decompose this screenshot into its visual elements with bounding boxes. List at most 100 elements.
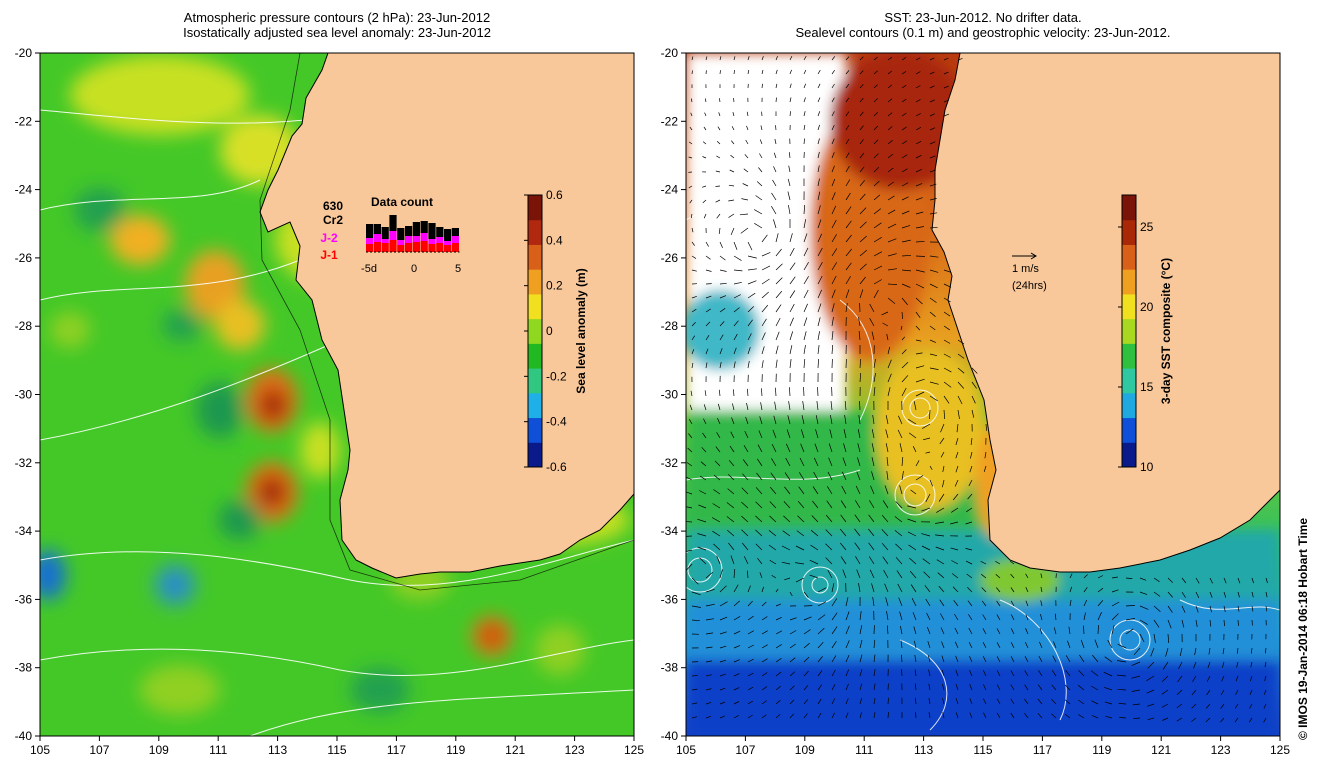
velocity-vector — [1116, 674, 1127, 677]
velocity-vector — [817, 111, 821, 117]
y-tick-label: -24 — [661, 183, 679, 197]
velocity-vector — [747, 241, 753, 251]
velocity-vector — [887, 98, 893, 103]
velocity-vector — [797, 500, 805, 509]
velocity-vector — [828, 443, 833, 453]
velocity-vector — [885, 597, 889, 607]
velocity-vector — [761, 83, 763, 89]
velocity-vector — [969, 655, 973, 663]
velocity-vector — [954, 627, 959, 635]
velocity-vector — [915, 168, 922, 173]
velocity-vector — [704, 98, 707, 103]
velocity-vector — [702, 199, 707, 204]
velocity-vector — [731, 126, 735, 131]
velocity-vector — [845, 712, 849, 719]
velocity-vector — [872, 415, 875, 425]
velocity-vector — [901, 112, 907, 117]
velocity-vector — [831, 69, 835, 75]
velocity-vector — [1181, 591, 1186, 598]
velocity-vector — [1078, 699, 1085, 705]
velocity-vector — [775, 233, 779, 243]
velocity-vector — [747, 255, 757, 259]
dc-bar-j1 — [420, 241, 428, 252]
velocity-vector — [873, 167, 880, 173]
velocity-vector — [789, 303, 795, 313]
velocity-vector — [883, 570, 889, 579]
velocity-vector — [845, 640, 850, 649]
velocity-vector — [1133, 717, 1141, 719]
velocity-vector — [967, 493, 973, 500]
x-tick-label: 117 — [387, 743, 406, 757]
velocity-vector — [845, 248, 852, 257]
velocity-vector — [910, 489, 917, 495]
velocity-vector — [929, 367, 939, 370]
velocity-vector — [1065, 669, 1071, 677]
velocity-vector — [871, 429, 875, 439]
velocity-vector — [761, 332, 766, 341]
dc-bar-j2 — [436, 237, 444, 243]
velocity-vector — [729, 169, 735, 173]
velocity-vector — [915, 154, 922, 159]
velocity-vector — [742, 473, 749, 481]
colorbar-tick-label: 20 — [1140, 300, 1154, 314]
velocity-vector — [983, 698, 987, 705]
velocity-vector — [831, 83, 835, 89]
velocity-vector — [983, 465, 987, 473]
x-tick-label: 123 — [565, 743, 585, 757]
velocity-vector — [717, 126, 721, 131]
australia-land-right — [931, 53, 1280, 573]
velocity-vector — [1117, 660, 1127, 663]
velocity-vector — [907, 505, 917, 509]
velocity-vector — [803, 233, 808, 243]
velocity-vector — [817, 317, 821, 327]
velocity-vector — [697, 518, 707, 523]
velocity-vector — [1125, 577, 1133, 579]
velocity-vector — [984, 451, 987, 459]
velocity-vector — [800, 443, 805, 453]
velocity-vector — [761, 714, 767, 719]
velocity-vector — [929, 198, 937, 201]
velocity-vector — [951, 507, 959, 513]
velocity-vector — [943, 269, 952, 273]
velocity-vector — [971, 409, 975, 418]
velocity-vector — [887, 126, 893, 131]
velocity-vector — [771, 443, 777, 453]
velocity-vector — [803, 317, 808, 327]
dc-bar-j1 — [405, 243, 413, 252]
x-tick-label: 115 — [973, 743, 992, 757]
velocity-vector — [803, 670, 809, 677]
velocity-vector — [869, 303, 875, 313]
velocity-vector — [901, 154, 908, 159]
y-tick-label: -28 — [15, 319, 33, 333]
velocity-vector — [803, 616, 812, 621]
velocity-vector — [691, 702, 698, 705]
velocity-vector — [1153, 591, 1161, 597]
velocity-vector — [901, 57, 907, 61]
velocity-vector — [733, 347, 737, 355]
velocity-vector — [691, 255, 697, 259]
dc-xtick-5: 5 — [455, 263, 461, 275]
velocity-vector — [831, 655, 837, 663]
velocity-vector — [957, 339, 965, 345]
velocity-vector — [727, 488, 735, 495]
right-title-line1: SST: 23-Jun-2012. No drifter data. — [884, 10, 1082, 25]
colorbar-swatch — [1122, 244, 1136, 270]
velocity-vector — [781, 561, 791, 565]
velocity-vector — [746, 402, 749, 411]
data-count-inset: 630 Cr2 J-2 J-1 Data count -5d 0 5 — [320, 195, 461, 275]
velocity-vector — [1208, 647, 1211, 655]
velocity-vector — [827, 471, 833, 481]
y-tick-label: -40 — [15, 729, 33, 743]
velocity-vector — [881, 529, 889, 537]
velocity-vector — [817, 83, 821, 89]
velocity-vector — [775, 699, 781, 705]
velocity-vector — [1083, 599, 1088, 607]
velocity-vector — [1051, 684, 1057, 691]
velocity-vector — [705, 646, 713, 649]
dc-bar-cr2 — [451, 228, 459, 236]
velocity-vector — [873, 125, 879, 131]
velocity-vector — [901, 168, 908, 173]
velocity-vector — [1221, 661, 1225, 668]
dc-bar-cr2 — [366, 224, 374, 238]
velocity-vector — [803, 56, 807, 61]
